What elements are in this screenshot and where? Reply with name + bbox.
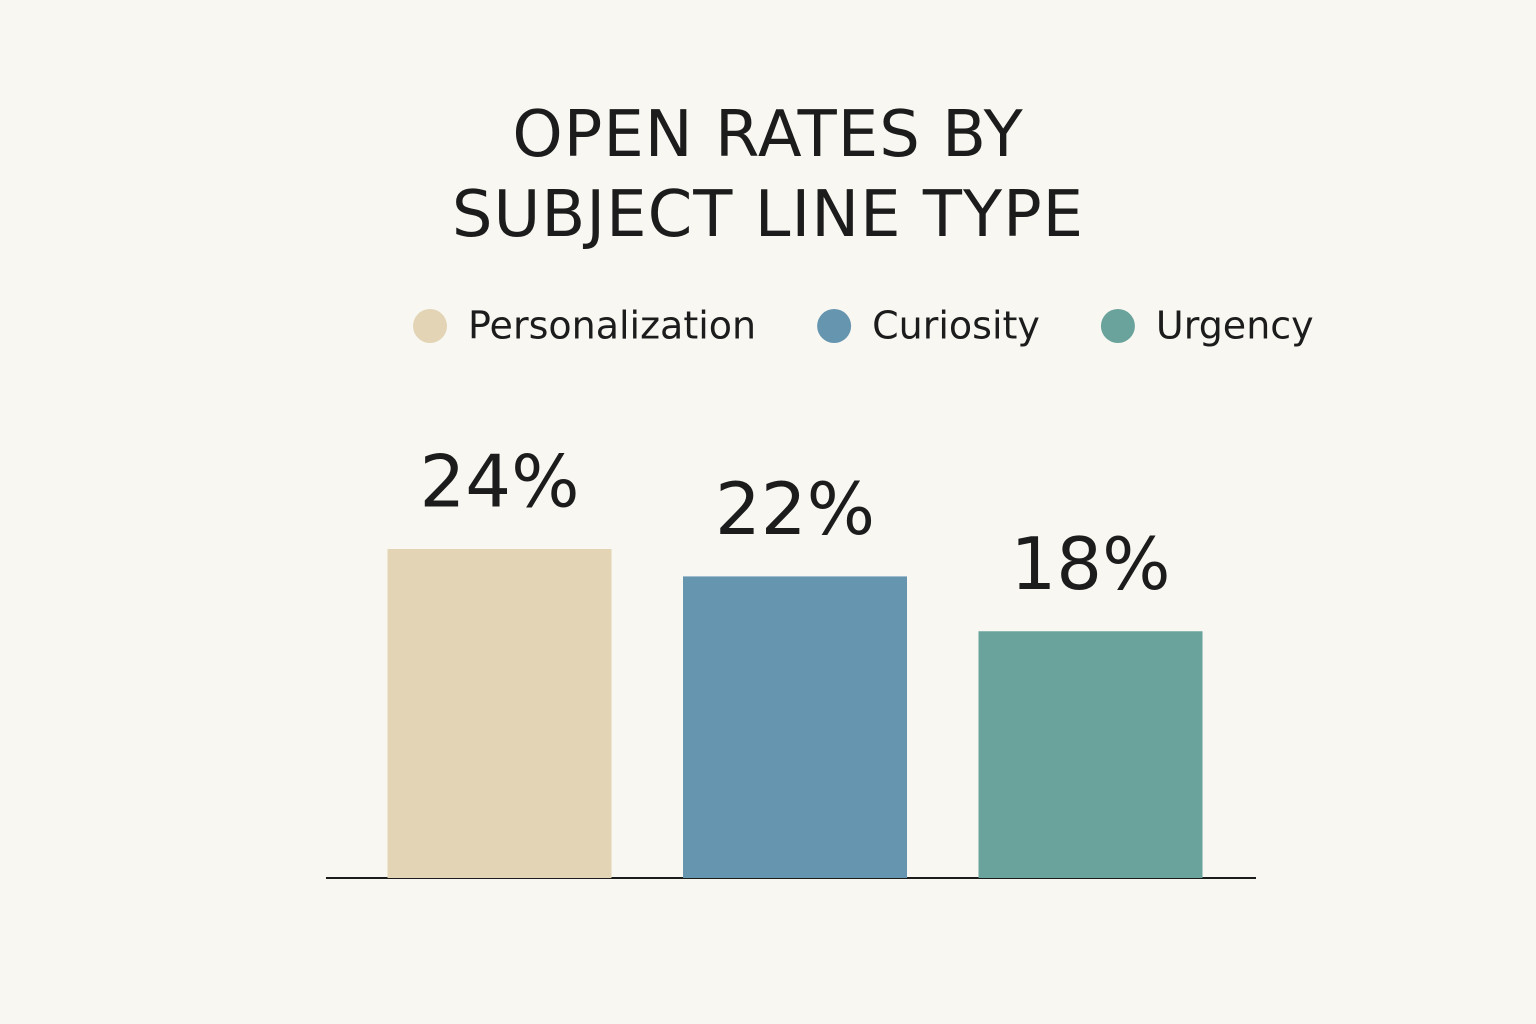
value-label: 18% [1010,522,1170,606]
legend-swatch [817,309,852,343]
legend-text: Curiosity [872,304,1040,348]
legend-text: Urgency [1156,304,1314,348]
bar [683,576,907,878]
legend-swatch [1100,309,1135,343]
bar [978,631,1203,878]
legend-swatch [413,309,447,343]
value-label: 22% [715,467,875,551]
value-label: 24% [419,440,579,524]
legend-text: Personalization [468,304,756,348]
bar [387,549,612,878]
chart-title: OPEN RATES BY SUBJECT LINE TYPE [451,98,1085,252]
